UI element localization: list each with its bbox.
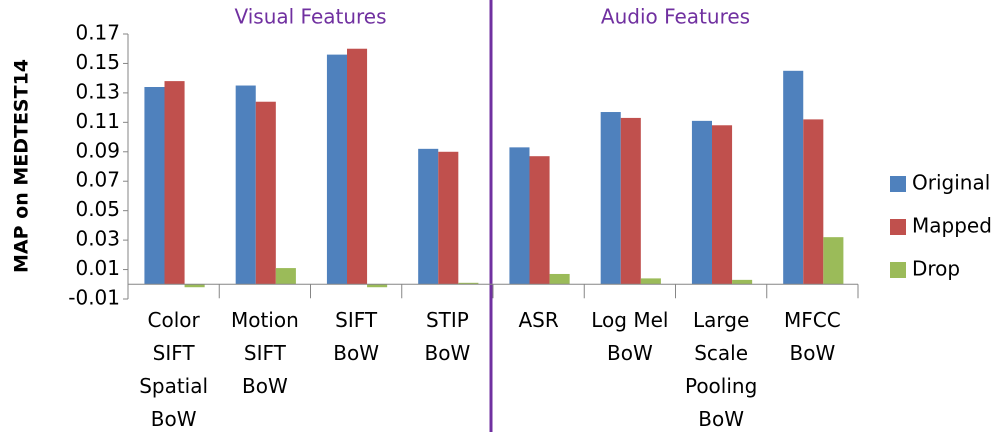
y-tick-label: 0.11 xyxy=(75,109,120,133)
bar xyxy=(347,48,368,285)
y-tick-label: 0.05 xyxy=(75,197,120,221)
bar xyxy=(438,151,459,285)
bar xyxy=(326,54,347,285)
y-tick-label: 0.01 xyxy=(75,256,120,280)
bar xyxy=(712,125,733,285)
y-tick-label: -0.01 xyxy=(68,286,120,310)
bar xyxy=(164,81,185,285)
bar xyxy=(732,279,753,285)
y-tick-label: 0.15 xyxy=(75,50,120,74)
bar xyxy=(823,237,844,285)
legend-label: Mapped xyxy=(912,214,992,238)
legend-label: Original xyxy=(912,171,990,195)
bar xyxy=(529,156,550,285)
bar xyxy=(144,87,165,285)
bar xyxy=(640,278,661,285)
x-tick-label: Log Mel BoW xyxy=(591,308,669,365)
bar xyxy=(803,119,824,285)
bar xyxy=(184,284,205,288)
bar xyxy=(458,282,479,285)
bar xyxy=(509,147,530,285)
x-tick-label: ASR xyxy=(518,308,559,332)
legend-swatch xyxy=(890,219,906,235)
bar xyxy=(275,268,296,285)
bar xyxy=(783,70,804,285)
legend-swatch xyxy=(890,176,906,192)
bar xyxy=(235,85,256,285)
x-tick-label: Large Scale Pooling BoW xyxy=(684,308,758,431)
bar xyxy=(600,112,621,285)
y-tick-label: 0.03 xyxy=(75,227,120,251)
group-label: Visual Features xyxy=(234,5,386,29)
y-axis-label: MAP on MEDTEST14 xyxy=(11,59,33,273)
y-tick-label: 0.09 xyxy=(75,138,120,162)
legend-swatch xyxy=(890,262,906,278)
bar xyxy=(255,101,276,285)
y-tick-label: 0.17 xyxy=(75,21,120,45)
x-tick-label: Motion SIFT BoW xyxy=(230,308,299,398)
bar xyxy=(620,117,641,285)
legend-label: Drop xyxy=(912,257,960,281)
x-tick-label: MFCC BoW xyxy=(784,308,841,365)
group-label: Audio Features xyxy=(601,5,750,29)
x-tick-label: STIP BoW xyxy=(424,308,471,365)
x-tick-label: Color SIFT Spatial BoW xyxy=(139,308,209,431)
x-tick-label: SIFT BoW xyxy=(333,308,379,365)
bar xyxy=(549,273,570,285)
y-tick-label: 0.13 xyxy=(75,79,120,103)
bar xyxy=(691,120,712,285)
bar xyxy=(367,284,388,288)
bar xyxy=(418,148,439,285)
y-tick-label: 0.07 xyxy=(75,168,120,192)
